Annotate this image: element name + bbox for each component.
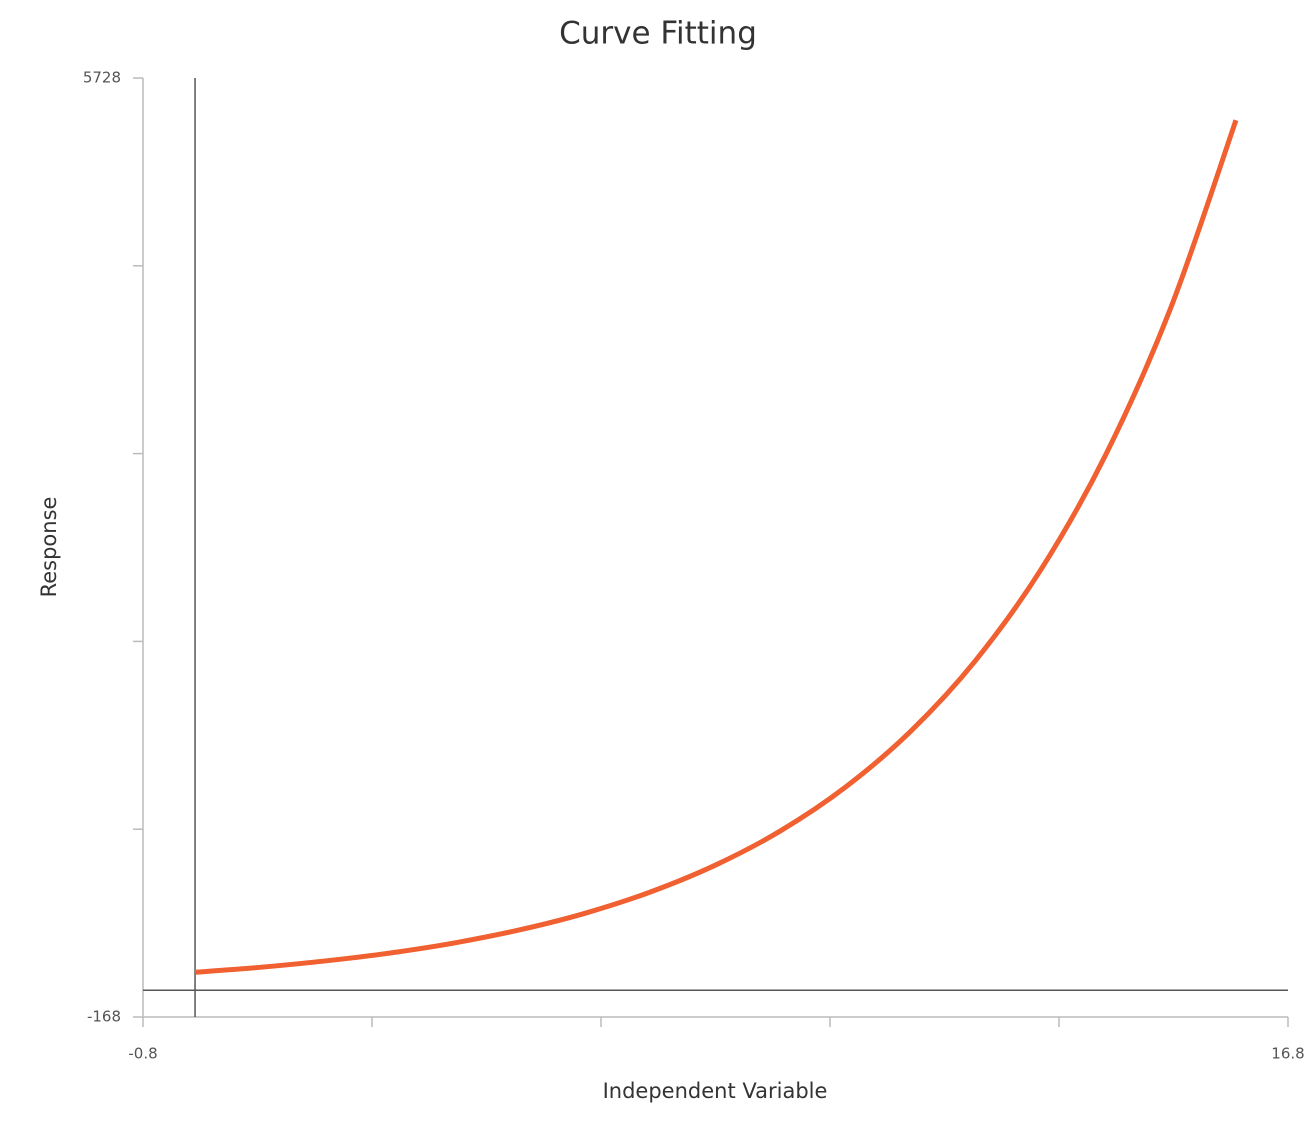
curve-line xyxy=(194,119,1239,975)
y-axis-label: Response xyxy=(37,497,61,598)
y-tick-label: -168 xyxy=(87,1008,121,1026)
x-tick-label: 16.8 xyxy=(1271,1045,1304,1063)
chart-title: Curve Fitting xyxy=(559,16,757,52)
x-tick-label: -0.8 xyxy=(128,1045,157,1063)
x-axis-label: Independent Variable xyxy=(603,1079,828,1103)
y-tick-label: 5728 xyxy=(83,69,121,87)
